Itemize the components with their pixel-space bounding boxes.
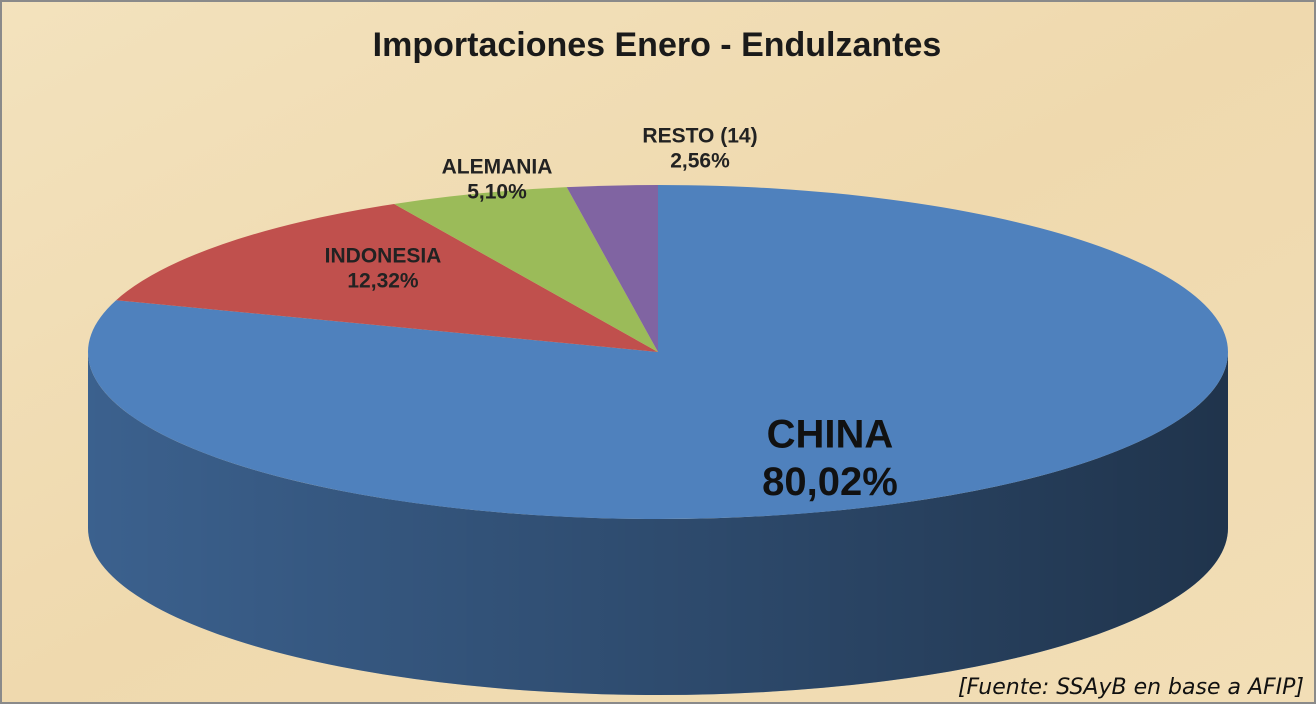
- slice-value-label: 80,02%: [762, 460, 898, 504]
- side-shade: [88, 352, 1228, 695]
- slice-value-label: 2,56%: [670, 149, 730, 172]
- slice: [394, 187, 658, 352]
- slice-label: INDONESIA: [325, 245, 442, 268]
- slice: [116, 203, 658, 352]
- slice-label: ALEMANIA: [442, 156, 553, 179]
- slice-value-label: 5,10%: [467, 180, 527, 203]
- slice: [87, 185, 1228, 519]
- slice-label: CHINA: [767, 413, 894, 457]
- chart-title: Importaciones Enero - Endulzantes: [373, 26, 942, 64]
- slice: [566, 185, 658, 352]
- slice-value-label: 12,32%: [347, 269, 419, 292]
- source-note: [Fuente: SSAyB en base a AFIP]: [958, 675, 1304, 700]
- slice-label: RESTO (14): [642, 125, 757, 148]
